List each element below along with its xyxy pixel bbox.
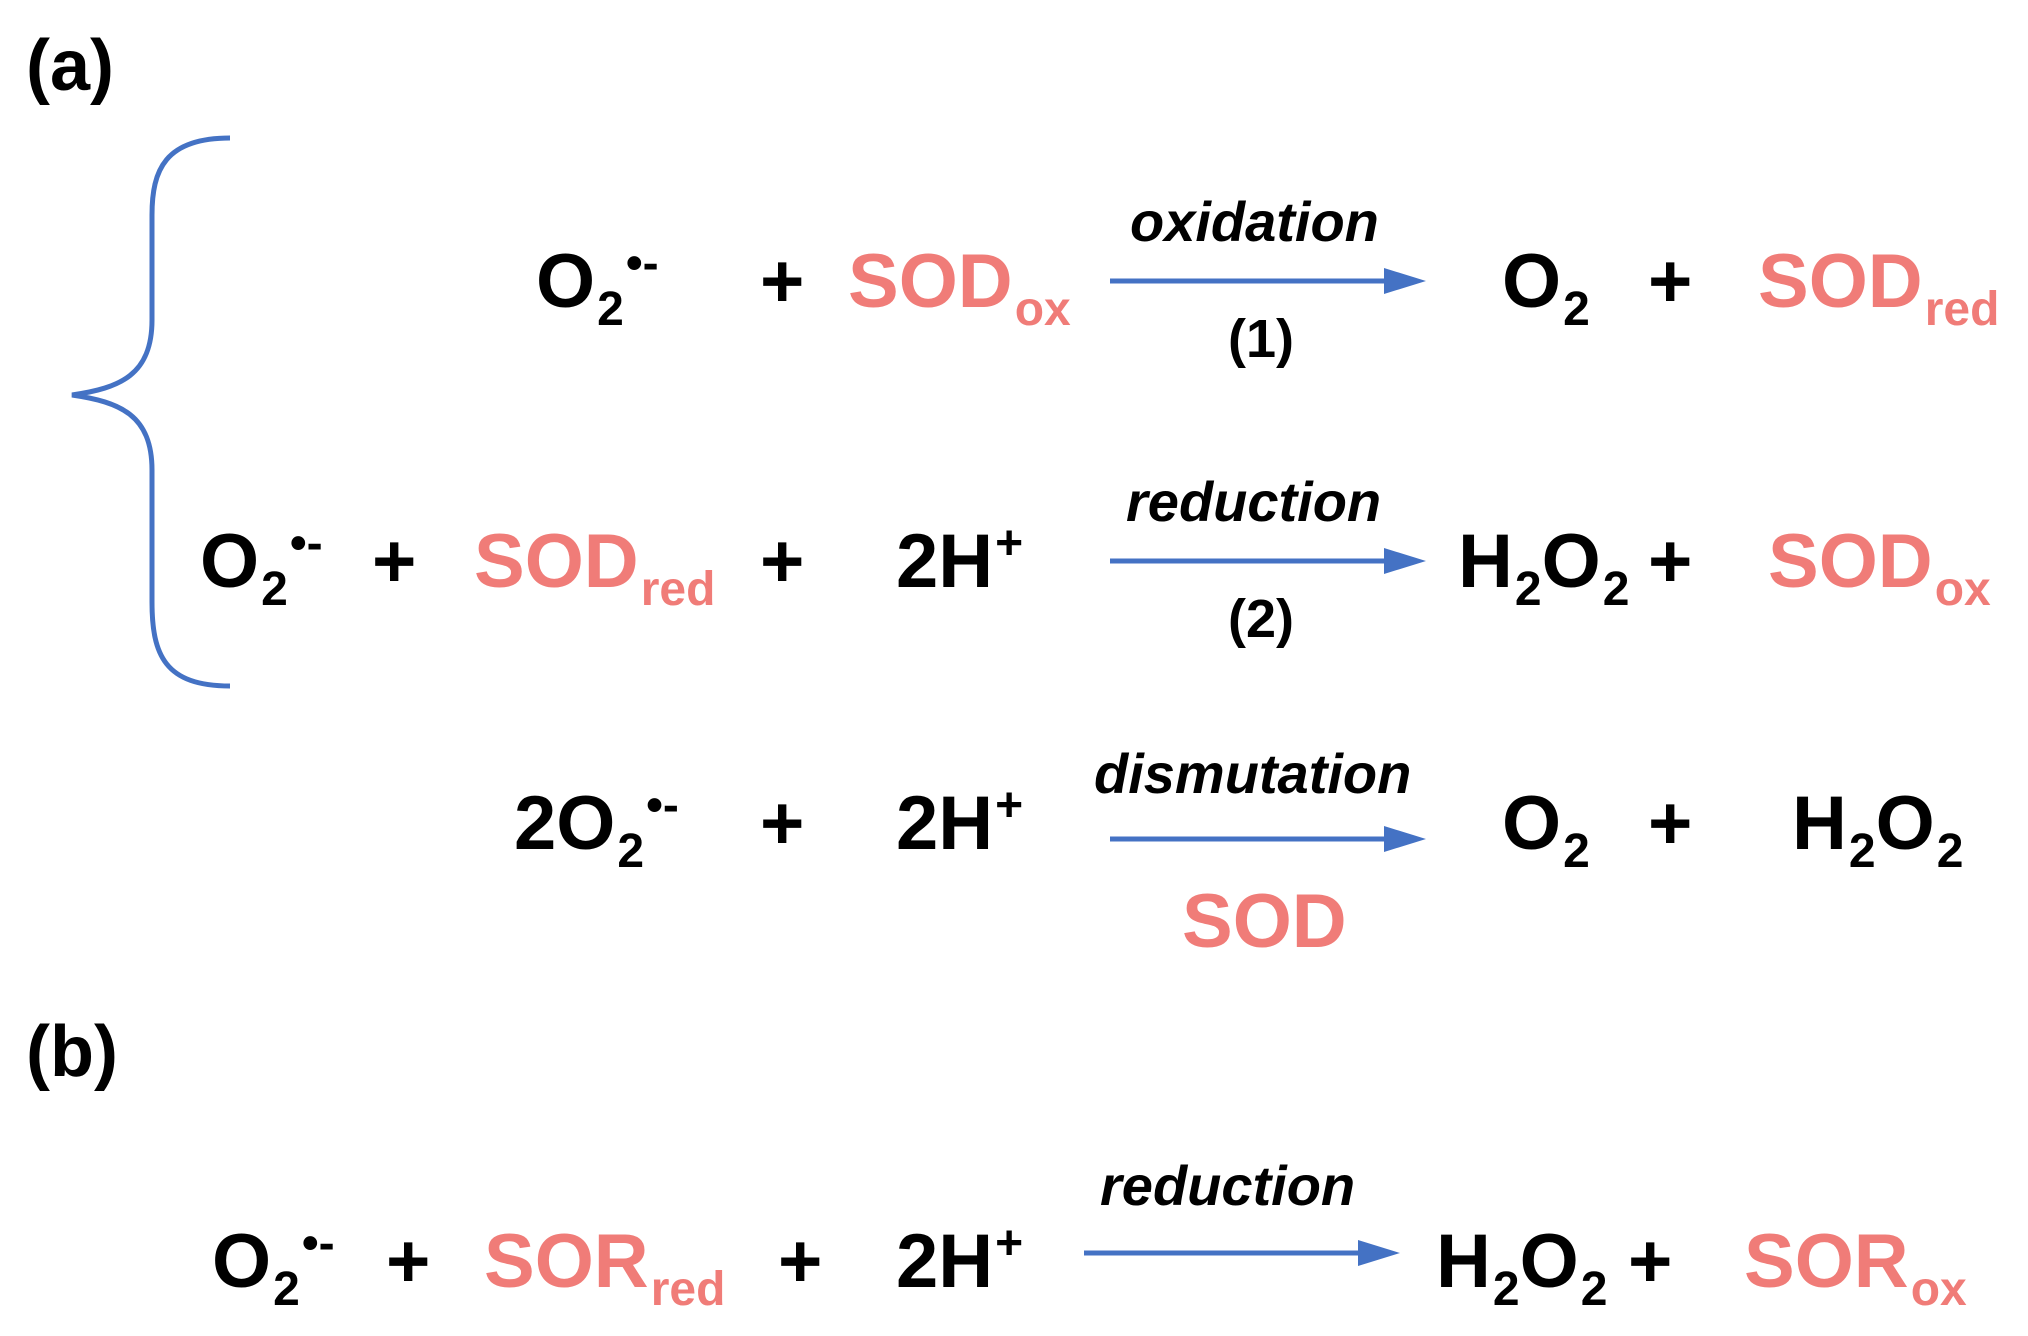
r3-product-2: H2O2	[1792, 781, 1964, 878]
r4-superoxide: O2•-	[212, 1217, 335, 1316]
r1-arrow-label-top: oxidation	[1130, 190, 1379, 253]
curly-brace	[71, 135, 231, 689]
r3-arrow-label-bottom: SOD	[1182, 879, 1347, 964]
r2-plus-2: +	[760, 519, 805, 604]
r1-arrow	[1110, 264, 1430, 298]
r2-enzyme: SODred	[474, 519, 716, 616]
r4-arrow-label-top: reduction	[1100, 1154, 1356, 1217]
r3-arrow	[1110, 822, 1430, 856]
r3-plus-2: +	[1648, 781, 1693, 866]
r4-proton: 2H+	[896, 1217, 1024, 1304]
r2-superoxide: O2•-	[200, 517, 323, 616]
r4-enzyme: SORred	[484, 1219, 726, 1316]
r3-arrow-label-top: dismutation	[1094, 742, 1412, 805]
panel-a-label: (a)	[26, 26, 114, 106]
r2-arrow	[1110, 544, 1430, 578]
r4-product-1: H2O2	[1436, 1219, 1608, 1316]
r4-arrow	[1084, 1236, 1404, 1270]
r1-product-2: SODred	[1758, 239, 2000, 336]
panel-b-label: (b)	[26, 1012, 118, 1092]
r1-enzyme: SODox	[848, 239, 1071, 336]
r3-proton: 2H+	[896, 779, 1024, 866]
r2-proton: 2H+	[896, 517, 1024, 604]
r4-plus-1: +	[386, 1219, 431, 1304]
r1-arrow-label-bottom: (1)	[1228, 309, 1294, 369]
r2-arrow-label-top: reduction	[1126, 470, 1382, 533]
r1-plus-1: +	[760, 239, 805, 324]
r4-product-2: SORox	[1744, 1219, 1967, 1316]
r4-plus-3: +	[1628, 1219, 1673, 1304]
r1-superoxide: O2•-	[536, 237, 659, 336]
r2-plus-3: +	[1648, 519, 1693, 604]
r4-plus-2: +	[778, 1219, 823, 1304]
r2-product-2: SODox	[1768, 519, 1991, 616]
r3-superoxide: 2O2•-	[514, 779, 679, 878]
r2-arrow-label-bottom: (2)	[1228, 589, 1294, 649]
r3-product-1: O2	[1502, 781, 1590, 878]
r3-plus-1: +	[760, 781, 805, 866]
r1-plus-2: +	[1648, 239, 1693, 324]
r2-plus-1: +	[372, 519, 417, 604]
r1-product-1: O2	[1502, 239, 1590, 336]
r2-product-1: H2O2	[1458, 519, 1630, 616]
